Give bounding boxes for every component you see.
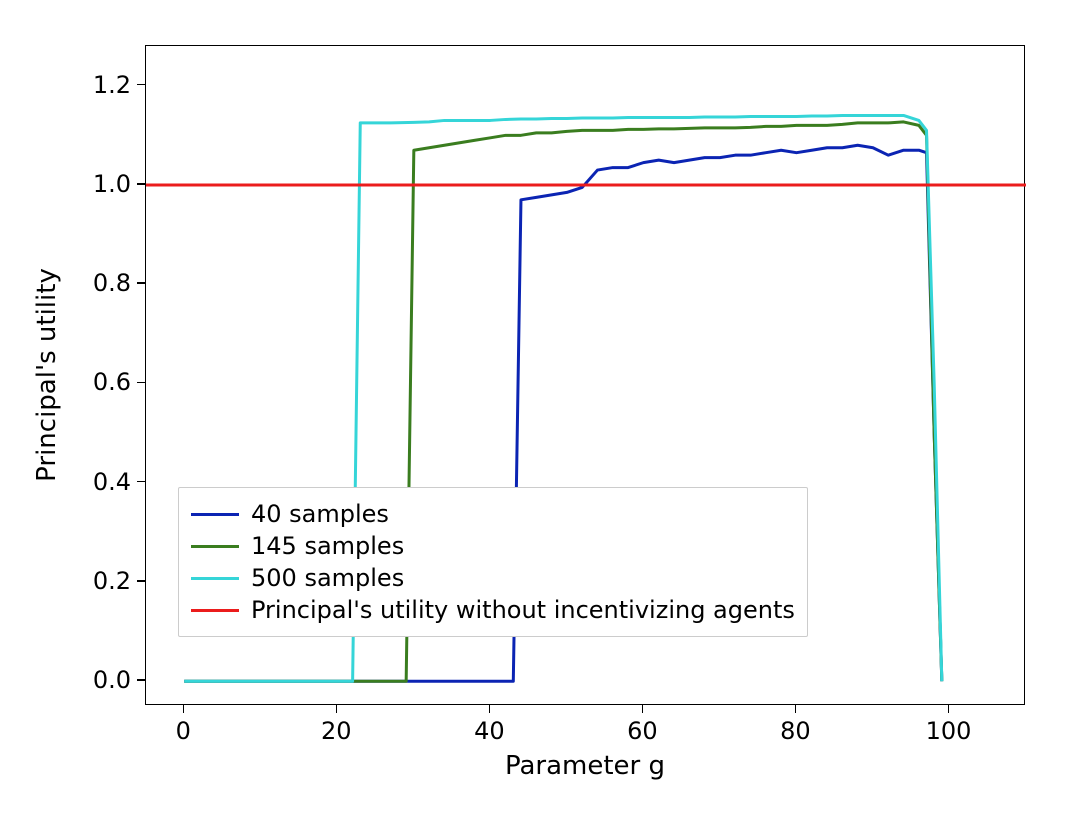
- legend-item: Principal's utility without incentivizin…: [191, 596, 795, 624]
- x-tick-label: 100: [926, 717, 972, 745]
- legend-swatch: [191, 545, 239, 548]
- y-tick: [137, 282, 145, 284]
- y-tick: [137, 84, 145, 86]
- y-tick: [137, 183, 145, 185]
- legend-swatch: [191, 609, 239, 612]
- x-tick: [795, 705, 797, 713]
- y-tick-label: 0.0: [93, 666, 131, 694]
- legend-label: 145 samples: [251, 532, 404, 560]
- legend-label: 40 samples: [251, 500, 389, 528]
- legend-item: 145 samples: [191, 532, 795, 560]
- x-tick-label: 20: [321, 717, 352, 745]
- y-tick-label: 1.0: [93, 170, 131, 198]
- x-tick-label: 60: [627, 717, 658, 745]
- x-tick: [948, 705, 950, 713]
- x-tick: [336, 705, 338, 713]
- legend-item: 500 samples: [191, 564, 795, 592]
- x-tick: [642, 705, 644, 713]
- y-tick-label: 0.8: [93, 269, 131, 297]
- x-tick-label: 80: [780, 717, 811, 745]
- legend-label: 500 samples: [251, 564, 404, 592]
- legend-item: 40 samples: [191, 500, 795, 528]
- y-tick: [137, 580, 145, 582]
- x-tick-label: 0: [176, 717, 191, 745]
- x-axis-label: Parameter g: [505, 751, 665, 781]
- y-tick: [137, 382, 145, 384]
- legend-label: Principal's utility without incentivizin…: [251, 596, 795, 624]
- legend-swatch: [191, 513, 239, 516]
- y-axis-label: Principal's utility: [32, 268, 62, 482]
- legend-swatch: [191, 577, 239, 580]
- y-tick-label: 0.2: [93, 567, 131, 595]
- y-tick: [137, 481, 145, 483]
- x-tick-label: 40: [474, 717, 505, 745]
- x-tick: [489, 705, 491, 713]
- y-tick-label: 0.6: [93, 368, 131, 396]
- utility-chart: 0 20 40 60 80 100 0.0 0.2 0.4 0.6 0.8 1.0 1.2 Parame…: [0, 0, 1080, 813]
- legend: 40 samples 145 samples 500 samples Principa…: [178, 487, 808, 637]
- y-tick: [137, 679, 145, 681]
- y-tick-label: 0.4: [93, 468, 131, 496]
- y-tick-label: 1.2: [93, 71, 131, 99]
- x-tick: [183, 705, 185, 713]
